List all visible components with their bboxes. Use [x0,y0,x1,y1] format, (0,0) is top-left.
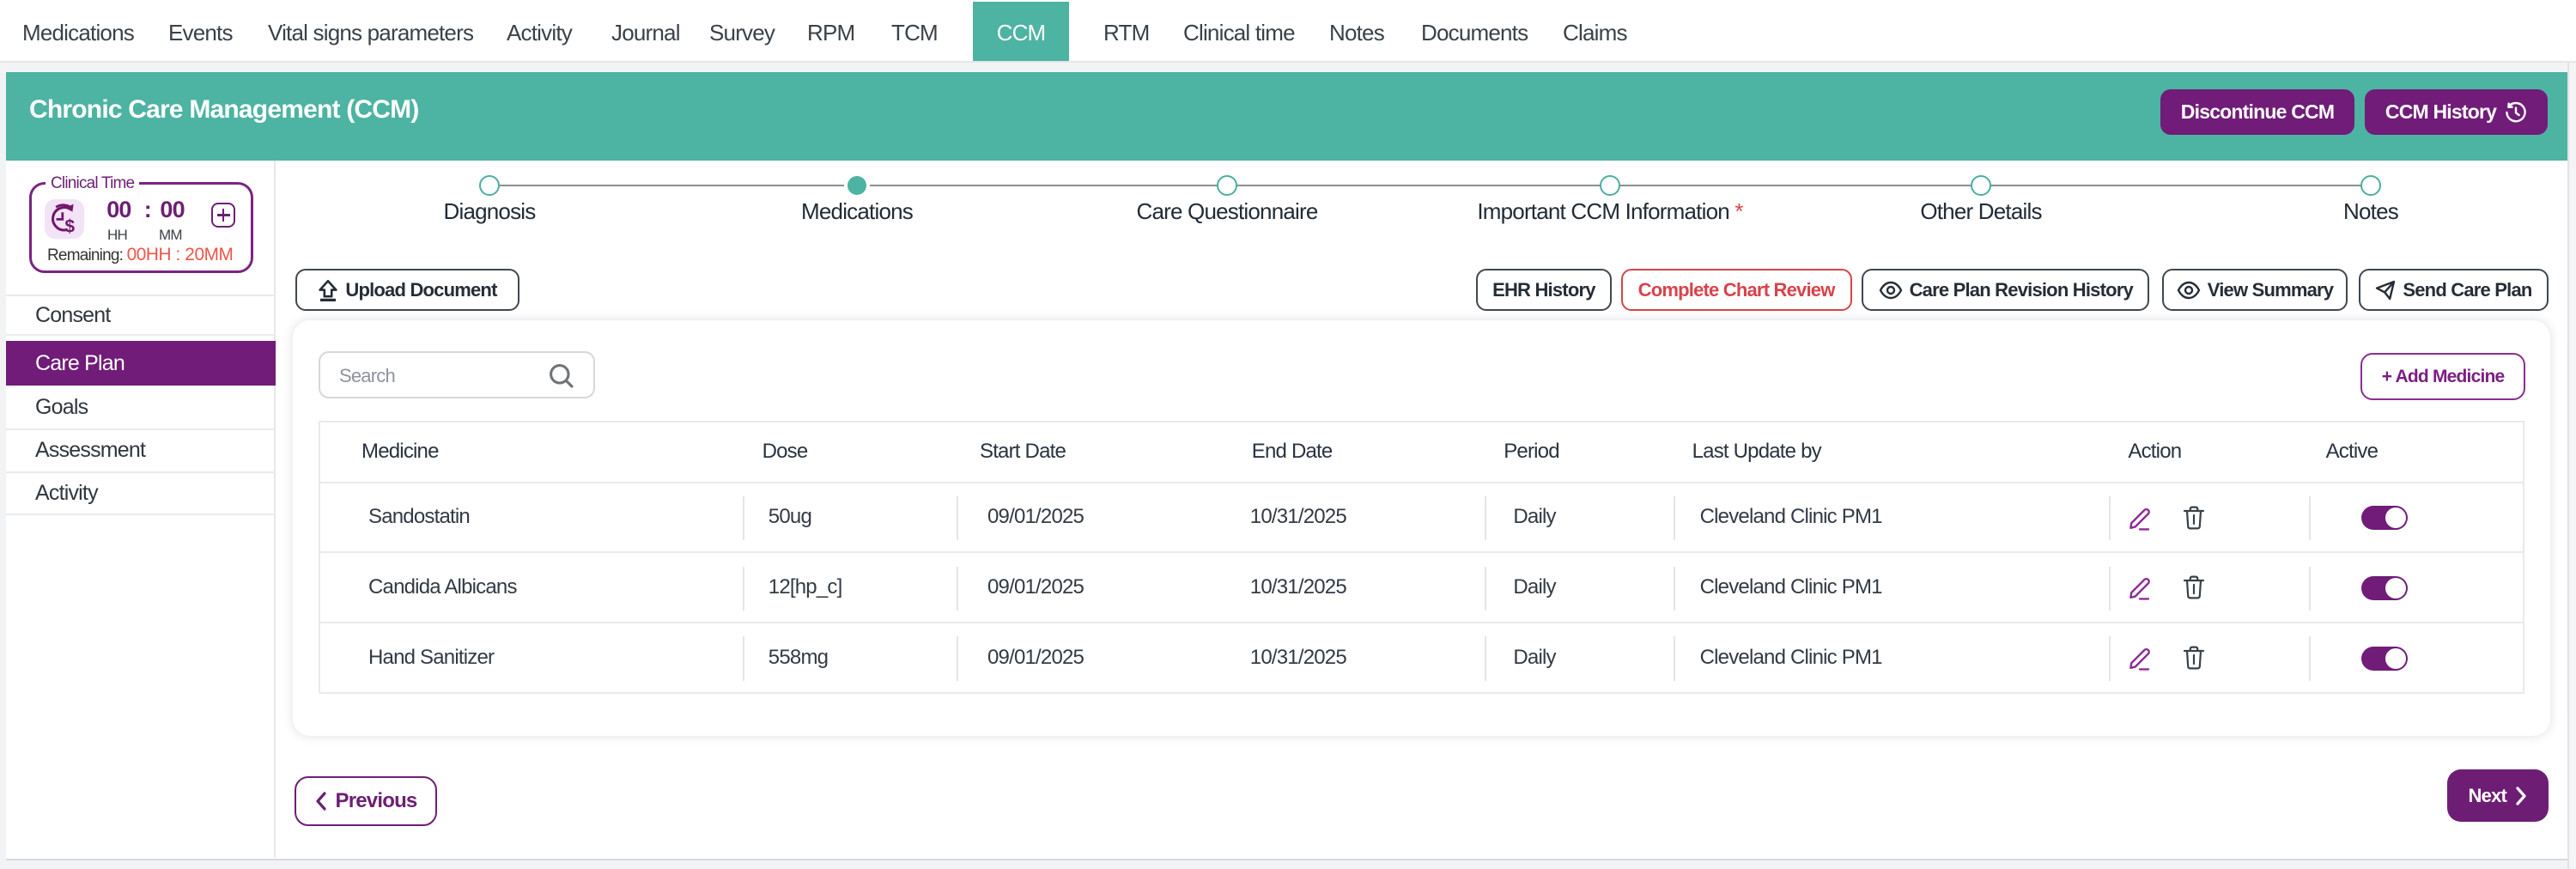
svg-text:$: $ [64,216,75,236]
